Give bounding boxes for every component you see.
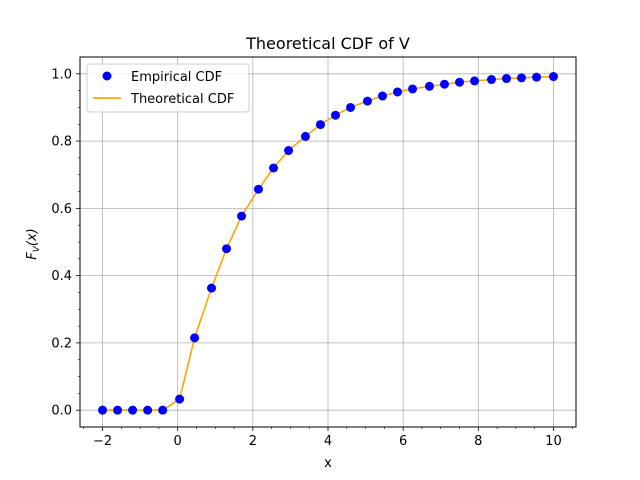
empirical-point: [222, 244, 232, 254]
x-tick-label: 8: [474, 434, 482, 449]
x-tick-label: 4: [324, 434, 332, 449]
point-layer: [98, 72, 558, 415]
empirical-point: [143, 405, 153, 415]
empirical-point: [439, 79, 449, 89]
empirical-point: [408, 84, 418, 94]
legend: Empirical CDF Theoretical CDF: [86, 63, 250, 113]
empirical-point: [362, 96, 372, 106]
empirical-point: [455, 77, 465, 87]
x-tick-label: −2: [93, 434, 112, 449]
empirical-point: [424, 81, 434, 91]
empirical-point: [128, 405, 138, 415]
y-axis-label-subscript: V: [32, 245, 42, 252]
y-tick-label: 0.4: [51, 269, 72, 284]
empirical-point: [315, 120, 325, 130]
empirical-point: [113, 405, 123, 415]
legend-label-empirical: Empirical CDF: [131, 70, 222, 85]
y-tick-label: 0.2: [51, 336, 72, 351]
empirical-point: [377, 91, 387, 101]
x-tick-label: 2: [249, 434, 257, 449]
x-tick-label: 10: [545, 434, 562, 449]
y-tick-label: 0.6: [51, 202, 72, 217]
empirical-point: [501, 74, 511, 84]
empirical-point: [207, 283, 217, 293]
empirical-point: [346, 102, 356, 112]
x-tick-label: 0: [174, 434, 182, 449]
y-tick-label: 0.0: [51, 404, 72, 419]
x-tick-label: 6: [399, 434, 407, 449]
chart-title: Theoretical CDF of V: [245, 34, 410, 53]
empirical-point: [532, 72, 542, 82]
y-tick-label: 1.0: [51, 67, 72, 82]
x-axis-label: x: [324, 456, 332, 471]
empirical-point: [470, 76, 480, 86]
empirical-point: [486, 75, 496, 85]
y-axis-label: FV(x): [25, 228, 42, 260]
empirical-point: [237, 211, 247, 221]
legend-label-theoretical: Theoretical CDF: [130, 92, 234, 107]
empirical-point: [331, 110, 341, 120]
tick-layer: −2 0 2 4 6 8 10 0.0 0.2 0.4 0.6 0.8 1.0: [51, 67, 573, 449]
empirical-point: [253, 184, 263, 194]
empirical-point: [300, 131, 310, 141]
empirical-point: [548, 72, 558, 82]
empirical-point: [517, 73, 527, 83]
empirical-point: [175, 394, 185, 404]
y-axis-label-main: F: [25, 252, 40, 260]
empirical-point: [158, 405, 168, 415]
empirical-point: [393, 87, 403, 97]
empirical-point: [284, 146, 294, 156]
y-axis-label-arg: (x): [25, 228, 40, 246]
empirical-point: [269, 163, 279, 173]
empirical-point: [190, 333, 200, 343]
y-tick-label: 0.8: [51, 135, 72, 150]
legend-marker-empirical: [102, 71, 112, 81]
legend-box: [86, 63, 250, 113]
empirical-point: [98, 405, 108, 415]
